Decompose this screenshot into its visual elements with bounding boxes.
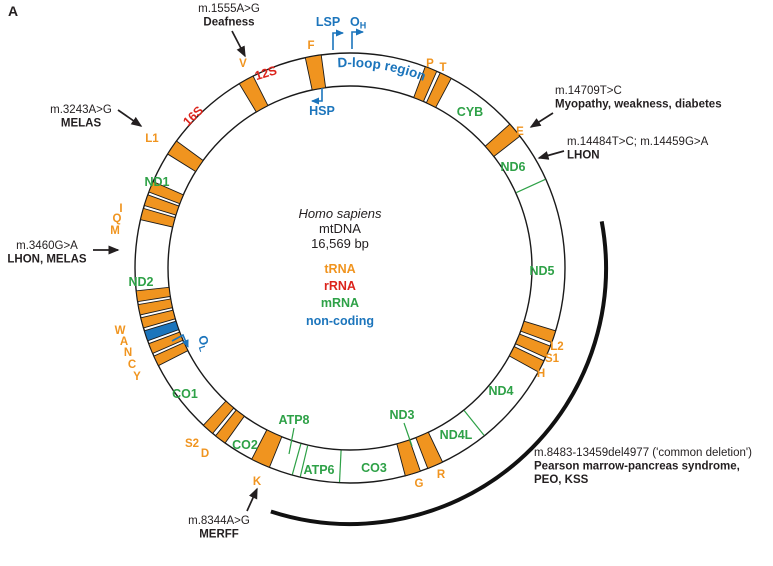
trna-label-E: E <box>516 126 524 138</box>
nd3-leader <box>403 422 413 447</box>
trna-band-T <box>425 72 452 109</box>
atp8-leader <box>288 427 295 455</box>
trna-label-N: N <box>124 347 132 359</box>
legend-non-coding: non-coding <box>306 314 374 328</box>
gene-divider-line <box>516 178 546 194</box>
trna-band-F <box>304 54 327 91</box>
common-deletion-arc <box>270 220 608 526</box>
annotation-m3243: m.3243A>G MELAS <box>50 104 112 130</box>
legend-tRNA: tRNA <box>324 262 355 276</box>
trna-label-V: V <box>239 58 247 70</box>
trna-band-A <box>137 298 173 316</box>
gene-label-ND1: ND1 <box>144 175 169 189</box>
genome-name: mtDNA <box>319 221 361 236</box>
trna-label-Y: Y <box>133 371 141 383</box>
trna-band-W <box>135 286 171 303</box>
trna-band-S1 <box>514 333 551 359</box>
gene-label-ATP8: ATP8 <box>278 413 309 427</box>
annotation-arrow-m14484 <box>537 150 565 160</box>
gene-divider-line <box>338 450 342 483</box>
trna-label-S1: S1 <box>545 353 560 365</box>
trna-band-I <box>148 180 184 205</box>
trna-band-E <box>484 123 521 158</box>
annotation-m3460: m.3460G>A LHON, MELAS <box>7 240 87 266</box>
ring-inner-circle <box>167 85 533 451</box>
gene-divider-line <box>299 445 309 477</box>
trna-band-H <box>508 346 545 373</box>
origin-heavy-strand-arrow <box>351 28 364 49</box>
legend-rRNA: rRNA <box>324 279 356 293</box>
trna-band-Q <box>143 194 180 216</box>
gene-label-ND3: ND3 <box>389 408 414 422</box>
trna-label-A: A <box>120 336 128 348</box>
legend-mRNA: mRNA <box>321 296 359 310</box>
trna-label-R: R <box>437 469 446 481</box>
trna-label-H: H <box>537 368 545 380</box>
trna-label-P: P <box>426 58 434 70</box>
trna-band-L1 <box>167 140 204 173</box>
trna-band-P <box>413 66 438 103</box>
trna-band-M <box>139 207 176 228</box>
gene-label-ND4L: ND4L <box>440 428 473 442</box>
gene-label-CO1: CO1 <box>172 387 198 401</box>
lsp-arrow <box>332 29 344 50</box>
trna-label-M: M <box>110 225 120 237</box>
origin-light-strand-arrow <box>171 333 189 348</box>
trna-band-V <box>238 75 269 113</box>
panel-label: A <box>8 3 18 19</box>
trna-label-I: I <box>119 203 122 215</box>
trna-band-L2 <box>520 320 557 344</box>
annotation-arrow-m3243 <box>117 109 143 127</box>
gene-label-CO3: CO3 <box>361 461 387 475</box>
annotation-arrow-m1555 <box>231 30 246 58</box>
trna-label-C: C <box>128 359 136 371</box>
gene-label-ND5: ND5 <box>529 264 554 278</box>
trna-band-G <box>396 439 421 477</box>
trna-label-L2: L2 <box>550 341 563 353</box>
gene-divider-line <box>291 443 302 475</box>
annotation-arrow-m14709 <box>529 112 554 128</box>
trna-band-N <box>140 309 176 329</box>
annotation-m14709: m.14709T>C Myopathy, weakness, diabetes <box>555 85 722 111</box>
hsp-label: HSP <box>309 104 335 118</box>
lsp-label: LSP <box>316 15 340 29</box>
genome-size: 16,569 bp <box>311 236 369 251</box>
annotation-m14484: m.14484T>C; m.14459G>A LHON <box>567 136 709 162</box>
gene-label-ND2: ND2 <box>128 275 153 289</box>
hsp-arrow <box>311 88 323 105</box>
trna-label-F: F <box>307 40 314 52</box>
trna-band-S2 <box>202 400 235 435</box>
trna-label-L1: L1 <box>145 133 159 145</box>
trna-label-T: T <box>439 62 446 74</box>
ol-label: OL <box>194 334 214 354</box>
trna-label-S2: S2 <box>185 438 199 450</box>
gene-label-ATP6: ATP6 <box>303 463 334 477</box>
annotation-deletion: m.8483-13459del4977 ('common deletion') P… <box>534 447 752 486</box>
annotation-m8344: m.8344A>G MERFF <box>188 515 250 541</box>
trna-band-D <box>214 409 245 444</box>
origin-light-strand-band <box>143 320 180 342</box>
gene-label-CYB: CYB <box>457 105 483 119</box>
gene-divider-line <box>463 410 485 436</box>
trna-band-R <box>415 431 444 470</box>
trna-band-K <box>251 429 283 468</box>
trna-label-G: G <box>415 478 424 490</box>
oh-label: OH <box>350 15 366 31</box>
annotation-arrow-m8344 <box>246 487 258 512</box>
annotation-m1555: m.1555A>G Deafness <box>198 3 260 29</box>
trna-label-K: K <box>253 476 262 488</box>
trna-label-D: D <box>201 448 209 460</box>
trna-label-W: W <box>115 325 126 337</box>
gene-label-12S: 12S <box>253 63 278 83</box>
species-name: Homo sapiens <box>298 206 382 221</box>
gene-label-CO2: CO2 <box>232 438 258 452</box>
trna-label-Q: Q <box>113 213 122 225</box>
gene-label-ND6: ND6 <box>500 160 525 174</box>
gene-label-ND4: ND4 <box>488 384 513 398</box>
